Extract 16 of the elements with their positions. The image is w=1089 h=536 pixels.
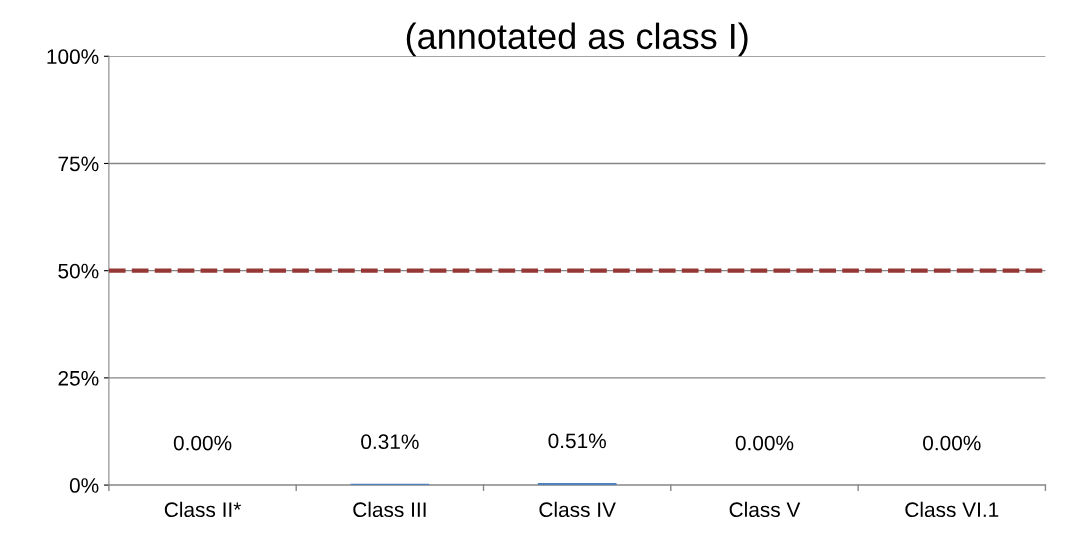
- data-label: 0.51%: [548, 433, 606, 449]
- data-label: 0.00%: [923, 435, 981, 451]
- chart-title: (annotated as class I): [406, 22, 748, 57]
- data-label: 0.00%: [735, 435, 794, 451]
- y-tick-label: 50%: [58, 263, 99, 279]
- data-label: 0.00%: [173, 435, 232, 451]
- data-label: 0.31%: [361, 434, 419, 450]
- x-tick-label: Class V: [729, 501, 801, 518]
- y-tick-label: 0%: [69, 478, 99, 493]
- y-tick-label: 25%: [58, 370, 99, 386]
- y-tick-label: 75%: [58, 156, 99, 172]
- y-tick-label: 100%: [47, 49, 99, 65]
- x-tick-label: Class IV: [539, 501, 616, 518]
- x-tick-label: Class VI.1: [905, 501, 999, 518]
- x-tick-label: Class II*: [164, 501, 242, 518]
- x-tick-label: Class III: [353, 501, 426, 518]
